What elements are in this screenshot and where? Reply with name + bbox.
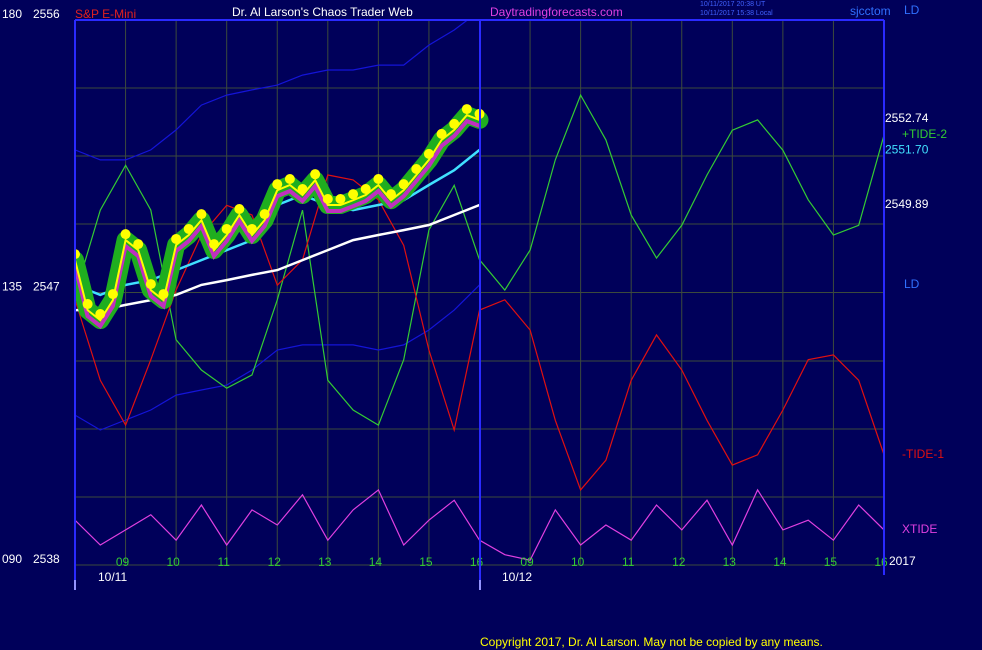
date-label: 10/11 (98, 570, 127, 584)
price-point (373, 174, 384, 185)
year: 2017 (889, 554, 916, 568)
price-point (335, 193, 346, 204)
x-tick-label: 14 (369, 555, 383, 569)
price-line (75, 113, 480, 322)
price-point (133, 239, 144, 250)
price-point (386, 189, 397, 200)
legend-label: -TIDE-1 (902, 447, 944, 461)
price-point (461, 104, 472, 115)
x-tick-label: 09 (116, 555, 130, 569)
price-point (120, 229, 131, 240)
price-point (272, 179, 283, 190)
price-point (411, 164, 422, 175)
timestamp: 10/11/2017 20:38 UT (700, 1, 766, 8)
x-tick-label: 13 (318, 555, 332, 569)
x-tick-label: 14 (773, 555, 787, 569)
timestamp: 10/11/2017 15:38 Local (700, 10, 773, 17)
price-point (360, 184, 371, 195)
symbol: S&P E-Mini (75, 7, 136, 21)
x-tick-label: 11 (622, 555, 635, 569)
price-point (297, 184, 308, 195)
price-point (310, 169, 321, 180)
price-point (284, 174, 295, 185)
y2-tick-label: 090 (2, 552, 22, 566)
legend-label: XTIDE (902, 522, 937, 536)
user: sjcctom (850, 4, 891, 18)
x-tick-label: 12 (268, 555, 282, 569)
band-line (75, 284, 480, 431)
price-point (246, 223, 257, 234)
x-tick-label: 09 (520, 555, 534, 569)
price-tag: 2551.70 (885, 142, 929, 156)
price-point (322, 193, 333, 204)
copyright: Copyright 2017, Dr. Al Larson. May not b… (480, 635, 823, 649)
band-label: LD (904, 277, 920, 291)
average-line (75, 203, 480, 312)
price-point (82, 299, 93, 310)
y2-tick-label: 135 (2, 280, 22, 294)
y2-tick-label: 180 (2, 7, 22, 21)
price-point (209, 239, 220, 250)
price-point (398, 179, 409, 190)
y-tick-label: 2547 (33, 280, 60, 294)
band-line (75, 20, 469, 161)
price-point (234, 203, 245, 214)
x-tick-label: 16 (470, 555, 484, 569)
plot-layer (75, 20, 884, 561)
x-tick-label: 15 (419, 555, 433, 569)
price-tag: 2552.74 (885, 111, 929, 125)
x-tick-label: 10 (166, 555, 180, 569)
y-tick-label: 2556 (33, 7, 60, 21)
price-point (171, 233, 182, 244)
price-tag: 2549.89 (885, 197, 929, 211)
x-tick-label: 15 (824, 555, 838, 569)
price-point (183, 223, 194, 234)
price-point (196, 209, 207, 220)
x-tick-label: 16 (874, 555, 888, 569)
chart-title: Dr. Al Larson's Chaos Trader Web (232, 5, 413, 19)
date-label: 10/12 (502, 570, 532, 584)
x-tick-label: 11 (217, 555, 230, 569)
price-point (107, 289, 118, 300)
x-tick-label: 12 (672, 555, 686, 569)
price-point (158, 289, 169, 300)
price-point (145, 279, 156, 290)
price-point (436, 128, 447, 139)
price-shadow (75, 118, 481, 330)
x-tick-label: 13 (723, 555, 737, 569)
price-point (348, 189, 359, 200)
corner-label: LD (904, 3, 920, 17)
y-tick-label: 2538 (33, 552, 60, 566)
x-tick-label: 10 (571, 555, 585, 569)
site: Daytradingforecasts.com (490, 5, 623, 19)
price-point (95, 309, 106, 320)
price-point (449, 118, 460, 129)
price-point (75, 249, 80, 260)
price-point (423, 148, 434, 159)
price-point (259, 209, 270, 220)
price-point (221, 223, 232, 234)
legend-label: +TIDE-2 (902, 127, 947, 141)
